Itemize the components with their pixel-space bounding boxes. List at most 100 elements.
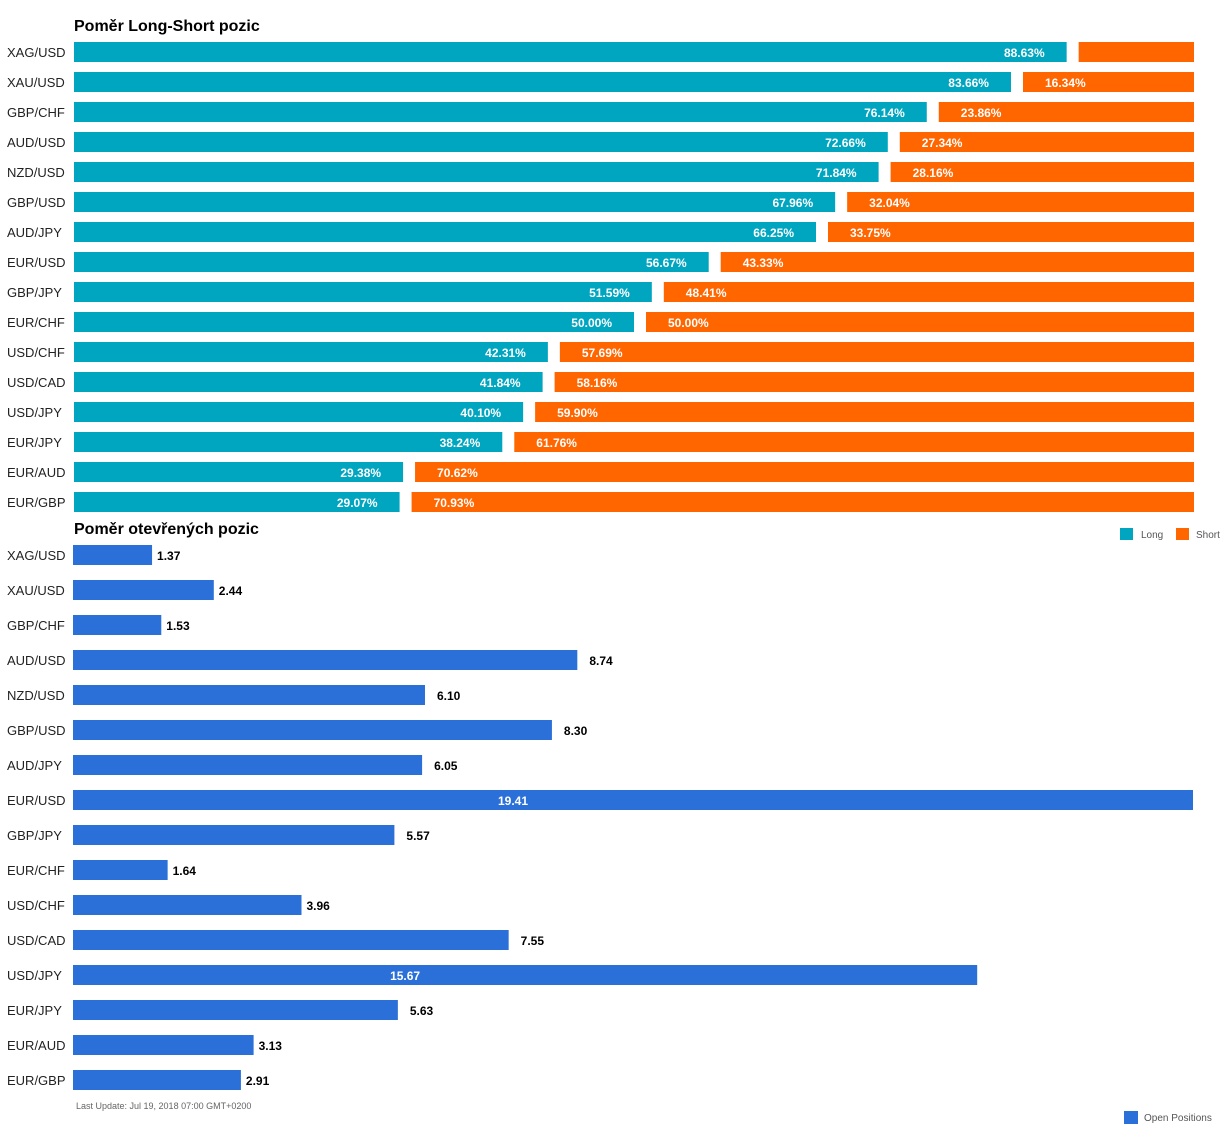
open-positions-bar[interactable] (73, 685, 425, 705)
open-positions-bar[interactable] (73, 895, 302, 915)
legend-long-label: Long (1141, 530, 1163, 541)
long-bar[interactable] (74, 162, 879, 182)
open-positions-bar[interactable] (73, 755, 423, 775)
pair-label: USD/CAD (7, 375, 66, 390)
open-positions-row: NZD/USD 6.10 (7, 685, 461, 705)
long-bar[interactable] (74, 402, 524, 422)
open-positions-value-label: 2.91 (246, 1074, 270, 1088)
short-bar[interactable] (1022, 72, 1194, 92)
long-value-label: 41.84% (480, 376, 521, 390)
open-positions-bar[interactable] (73, 545, 153, 565)
long-bar[interactable] (74, 222, 816, 242)
pair-label: EUR/USD (7, 255, 66, 270)
long-value-label: 38.24% (440, 436, 481, 450)
open-positions-value-label: 5.57 (406, 829, 430, 843)
long-bar[interactable] (74, 72, 1011, 92)
open-positions-chart: XAG/USD 1.37 XAU/USD 2.44 GBP/CHF 1.53 AUD/USD… (7, 545, 1193, 1090)
open-positions-bar[interactable] (73, 1000, 398, 1020)
short-bar[interactable] (559, 342, 1194, 362)
long-value-label: 29.07% (337, 496, 378, 510)
open-positions-bar[interactable] (73, 965, 978, 985)
long-bar[interactable] (74, 462, 404, 482)
long-value-label: 51.59% (589, 286, 630, 300)
long-short-row: USD/JPY 40.10% 59.90% (7, 402, 1194, 422)
open-positions-value-label: 2.44 (219, 584, 243, 598)
open-positions-chart-title: Poměr otevřených pozic (74, 521, 259, 538)
short-bar[interactable] (1078, 42, 1194, 62)
pair-label: NZD/USD (7, 165, 65, 180)
pair-label: EUR/GBP (7, 1073, 66, 1088)
long-value-label: 83.66% (948, 76, 989, 90)
long-short-row: EUR/CHF 50.00% 50.00% (7, 312, 1194, 332)
long-bar[interactable] (74, 492, 400, 512)
long-bar[interactable] (74, 342, 548, 362)
open-positions-value-label: 6.10 (437, 689, 461, 703)
short-bar[interactable] (828, 222, 1194, 242)
short-bar[interactable] (415, 462, 1194, 482)
short-bar[interactable] (411, 492, 1195, 512)
long-value-label: 29.38% (340, 466, 381, 480)
open-positions-bar[interactable] (73, 580, 214, 600)
long-short-legend: Long Short (1120, 528, 1220, 541)
short-value-label: 59.90% (557, 406, 598, 420)
long-short-chart: XAG/USD 88.63% XAU/USD 83.66% 16.34% GBP/CHF 7… (7, 42, 1195, 512)
open-positions-bar[interactable] (73, 930, 509, 950)
open-positions-row: AUD/USD 8.74 (7, 650, 613, 670)
long-bar[interactable] (74, 102, 927, 122)
legend-open-positions-swatch (1124, 1111, 1138, 1124)
long-bar[interactable] (74, 192, 836, 212)
legend-short-swatch (1176, 528, 1189, 540)
long-bar[interactable] (74, 282, 652, 302)
legend-long-swatch (1120, 528, 1133, 540)
pair-label: EUR/CHF (7, 315, 65, 330)
open-positions-bar[interactable] (73, 825, 395, 845)
open-positions-row: EUR/JPY 5.63 (7, 1000, 434, 1020)
long-short-chart-title: Poměr Long-Short pozic (74, 18, 260, 35)
short-bar[interactable] (514, 432, 1194, 452)
open-positions-legend: Open Positions (1124, 1111, 1212, 1124)
open-positions-bar[interactable] (73, 650, 578, 670)
pair-label: AUD/USD (7, 135, 66, 150)
open-positions-value-label: 1.37 (157, 549, 181, 563)
long-bar[interactable] (74, 132, 888, 152)
long-bar[interactable] (74, 312, 634, 332)
open-positions-bar[interactable] (73, 790, 1193, 810)
pair-label: AUD/USD (7, 653, 66, 668)
long-value-label: 40.10% (460, 406, 501, 420)
short-bar[interactable] (554, 372, 1194, 392)
long-value-label: 76.14% (864, 106, 905, 120)
short-bar[interactable] (646, 312, 1194, 332)
short-bar[interactable] (663, 282, 1194, 302)
short-bar[interactable] (535, 402, 1194, 422)
long-bar[interactable] (74, 432, 503, 452)
open-positions-bar[interactable] (73, 860, 168, 880)
long-short-row: GBP/CHF 76.14% 23.86% (7, 102, 1194, 122)
long-value-label: 67.96% (772, 196, 813, 210)
open-positions-row: AUD/JPY 6.05 (7, 755, 458, 775)
open-positions-row: USD/JPY 15.67 (7, 965, 978, 985)
short-bar[interactable] (720, 252, 1194, 272)
long-bar[interactable] (74, 42, 1067, 62)
open-positions-bar[interactable] (73, 615, 162, 635)
short-value-label: 16.34% (1045, 76, 1086, 90)
short-bar[interactable] (847, 192, 1194, 212)
long-bar[interactable] (74, 372, 543, 392)
pair-label: USD/CHF (7, 898, 65, 913)
long-bar[interactable] (74, 252, 709, 272)
open-positions-bar[interactable] (73, 1035, 254, 1055)
open-positions-bar[interactable] (73, 720, 552, 740)
long-short-row: AUD/USD 72.66% 27.34% (7, 132, 1194, 152)
short-bar[interactable] (938, 102, 1194, 122)
long-value-label: 50.00% (571, 316, 612, 330)
short-bar[interactable] (890, 162, 1194, 182)
open-positions-bar[interactable] (73, 1070, 241, 1090)
long-short-row: USD/CAD 41.84% 58.16% (7, 372, 1194, 392)
open-positions-value-label: 1.64 (173, 864, 197, 878)
pair-label: GBP/CHF (7, 105, 65, 120)
legend-short-label: Short (1196, 530, 1220, 541)
short-value-label: 27.34% (922, 136, 963, 150)
open-positions-row: EUR/GBP 2.91 (7, 1070, 270, 1090)
open-positions-value-label: 15.67 (390, 969, 420, 983)
short-bar[interactable] (899, 132, 1194, 152)
short-value-label: 33.75% (850, 226, 891, 240)
